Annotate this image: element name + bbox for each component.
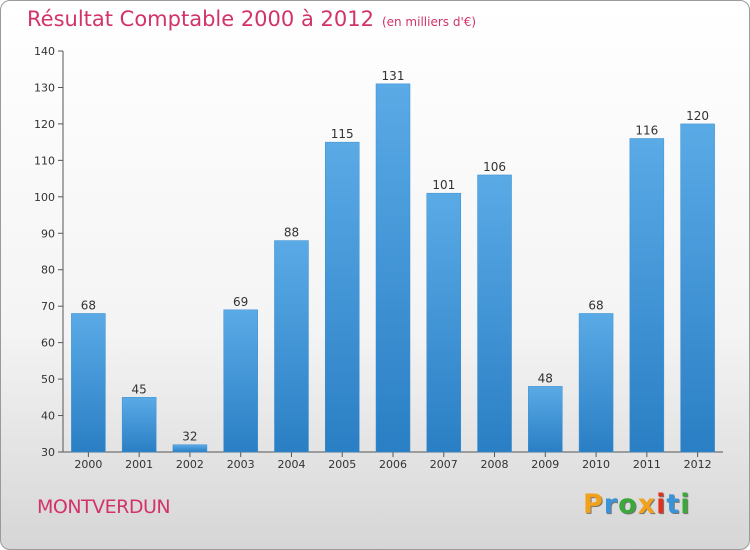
- logo-letter: o: [618, 489, 638, 520]
- x-tick-label: 2001: [125, 458, 153, 471]
- data-label: 45: [132, 382, 147, 396]
- x-tick-label: 2011: [633, 458, 661, 471]
- bar: [528, 386, 563, 453]
- chart-bars: 68 45 32 69 88 115 131 101 106 48 68 116 120: [71, 69, 715, 453]
- data-label: 106: [483, 160, 506, 174]
- data-label: 68: [81, 298, 96, 312]
- logo-letter: P: [583, 489, 604, 520]
- data-label: 101: [432, 178, 455, 192]
- data-label: 120: [686, 109, 709, 123]
- chart-title-text: Résultat Comptable 2000 à 2012: [27, 7, 374, 31]
- x-tick-label: 2002: [176, 458, 204, 471]
- y-tick-label: 90: [41, 227, 55, 240]
- city-name: MONTVERDUN: [37, 496, 171, 518]
- y-tick-label: 70: [41, 300, 55, 313]
- bar: [223, 309, 258, 453]
- bar: [71, 313, 106, 453]
- x-tick-label: 2003: [227, 458, 255, 471]
- proxiti-logo: Proxiti: [583, 489, 691, 520]
- data-label: 115: [331, 127, 354, 141]
- logo-letter: i: [680, 489, 691, 520]
- bar: [324, 141, 360, 453]
- bar: [121, 397, 157, 453]
- y-tick-label: 120: [34, 118, 55, 131]
- y-tick-label: 30: [41, 446, 55, 459]
- x-tick-label: 2009: [531, 458, 559, 471]
- data-label: 131: [382, 69, 405, 83]
- data-label: 48: [538, 371, 553, 385]
- x-tick-label: 2007: [430, 458, 458, 471]
- y-tick-label: 140: [34, 45, 55, 58]
- x-tick-label: 2010: [582, 458, 610, 471]
- bar: [274, 240, 309, 453]
- y-tick-label: 50: [41, 373, 55, 386]
- logo-letter: r: [603, 489, 619, 520]
- logo-letter: i: [656, 489, 667, 520]
- logo-letter: t: [666, 489, 681, 520]
- bar: [426, 192, 462, 453]
- x-tick-label: 2008: [481, 458, 509, 471]
- y-tick-label: 60: [41, 337, 55, 350]
- chart-subtitle: (en milliers d'€): [381, 15, 477, 29]
- bar: [629, 138, 665, 453]
- bar: [477, 174, 512, 453]
- x-tick-label: 2004: [277, 458, 305, 471]
- data-label: 69: [233, 295, 248, 309]
- x-tick-label: 2006: [379, 458, 407, 471]
- data-label: 88: [284, 226, 299, 240]
- x-tick-label: 2012: [684, 458, 712, 471]
- y-tick-label: 130: [34, 81, 55, 94]
- data-label: 32: [182, 430, 197, 444]
- bar: [172, 444, 208, 453]
- data-label: 116: [635, 123, 658, 137]
- data-label: 68: [588, 298, 603, 312]
- bar: [578, 313, 614, 453]
- y-tick-label: 100: [34, 191, 55, 204]
- y-tick-label: 80: [41, 264, 55, 277]
- chart-axes: 30 40 50 60 70 80 90 100 110 120 130 140 2000 2001 200…: [34, 45, 723, 471]
- y-tick-label: 110: [34, 154, 55, 167]
- bar: [680, 123, 715, 453]
- bar: [375, 83, 411, 453]
- x-tick-label: 2000: [74, 458, 102, 471]
- y-tick-label: 40: [41, 410, 55, 423]
- logo-letter: x: [637, 489, 657, 520]
- chart-title: Résultat Comptable 2000 à 2012 (en millie…: [27, 7, 476, 31]
- x-tick-label: 2005: [328, 458, 356, 471]
